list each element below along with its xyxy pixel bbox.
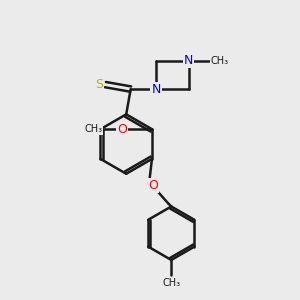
Text: S: S <box>95 78 104 91</box>
Text: N: N <box>151 82 160 96</box>
Text: CH₃: CH₃ <box>211 56 229 66</box>
Text: CH₃: CH₃ <box>162 278 180 288</box>
Text: O: O <box>117 123 127 136</box>
Text: N: N <box>184 54 193 67</box>
Text: CH₃: CH₃ <box>84 124 102 134</box>
Text: O: O <box>148 179 158 192</box>
